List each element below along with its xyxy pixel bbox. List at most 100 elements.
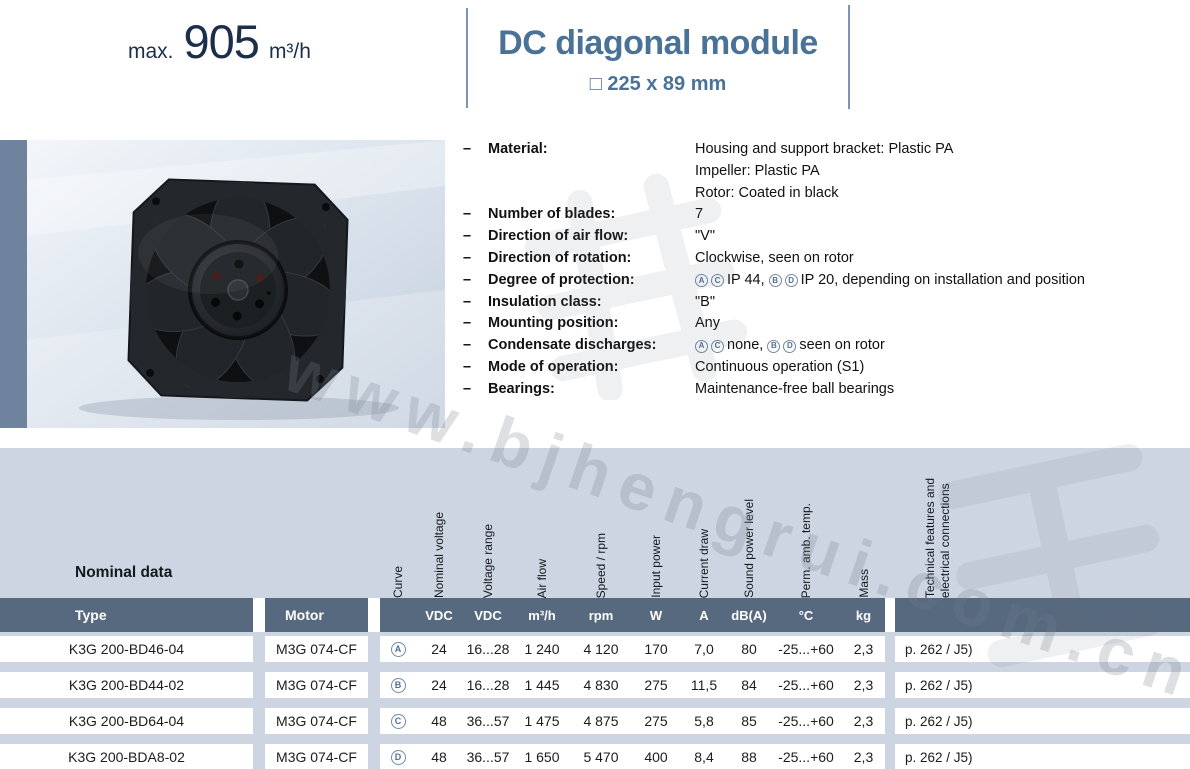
spec-dash: – bbox=[463, 249, 472, 266]
curve-cell: D bbox=[380, 744, 416, 769]
spec-dash bbox=[463, 183, 488, 205]
curve-letter-badge: D bbox=[390, 749, 406, 765]
tech-reference-cell: p. 262 / J5) bbox=[895, 744, 1190, 769]
value-cell: 5 470 bbox=[570, 744, 632, 769]
value-cell: 36...57 bbox=[462, 708, 514, 734]
table-section-label: Nominal data bbox=[75, 564, 173, 581]
spec-dash: – bbox=[463, 141, 472, 157]
title-divider-right bbox=[848, 5, 850, 109]
value-cell: 84 bbox=[728, 672, 770, 698]
table-row: K3G 200-BD46-04 M3G 074-CF A 24 16...28 1 240… bbox=[0, 636, 1190, 662]
value-cell: 7,0 bbox=[680, 636, 728, 662]
unit-cell: rpm bbox=[570, 598, 632, 632]
column-header-voltage-range: Voltage range bbox=[481, 523, 495, 598]
airflow-value: 905 bbox=[183, 15, 260, 68]
value-cell: 85 bbox=[728, 708, 770, 734]
value-cell: 1 650 bbox=[514, 744, 570, 769]
spec-row: Impeller: Plastic PA bbox=[460, 161, 1186, 183]
curve-cell: C bbox=[380, 708, 416, 734]
value-cell: 2,3 bbox=[842, 708, 885, 734]
curve-letter-badge: A bbox=[695, 274, 708, 288]
page-title: DC diagonal module bbox=[498, 24, 818, 62]
spec-value-text: 7 bbox=[695, 206, 704, 223]
title-block: DC diagonal module □ 225 x 89 mm bbox=[470, 0, 846, 96]
column-header-nominal-voltage: Nominal voltage bbox=[432, 511, 446, 598]
airflow-unit: m³/h bbox=[268, 40, 311, 63]
value-cell: 24 bbox=[416, 636, 462, 662]
spec-value-text: IP 44, bbox=[727, 271, 769, 288]
spec-row: – Bearings: Maintenance-free ball bearings bbox=[460, 379, 1186, 401]
unit-cell: VDC bbox=[462, 598, 514, 632]
spec-dash: – bbox=[463, 293, 472, 310]
spec-dash: – bbox=[463, 315, 472, 332]
tech-header-line-1: Technical features and bbox=[923, 477, 937, 598]
unit-cell: kg bbox=[842, 598, 885, 632]
value-cell: 2,3 bbox=[842, 744, 885, 769]
spec-label: Insulation class: bbox=[488, 293, 602, 310]
table-row: K3G 200-BD64-04 M3G 074-CF C 48 36...57 1 475… bbox=[0, 708, 1190, 734]
curve-letter-badge: D bbox=[783, 339, 797, 353]
spec-row: – Number of blades: 7 bbox=[460, 204, 1186, 226]
spec-label: Material: bbox=[488, 141, 548, 157]
max-airflow: max. 905 m³/h bbox=[128, 14, 311, 69]
spec-value-text: none, bbox=[727, 337, 768, 354]
spec-label: Direction of air flow: bbox=[488, 228, 629, 245]
motor-cell: M3G 074-CF bbox=[265, 744, 368, 769]
spec-value-text: Housing and support bracket: Plastic PA bbox=[695, 141, 954, 157]
spec-value: Rotor: Coated in black bbox=[695, 183, 1186, 205]
type-cell: K3G 200-BD46-04 bbox=[0, 636, 253, 662]
spec-value: Continuous operation (S1) bbox=[695, 357, 1186, 379]
column-header-speed-rpm: Speed / rpm bbox=[594, 532, 608, 598]
left-margin-strip bbox=[0, 140, 27, 428]
value-cell: -25...+60 bbox=[770, 708, 842, 734]
value-cell: 1 445 bbox=[514, 672, 570, 698]
spec-row: – Material: Housing and support bracket: P… bbox=[460, 139, 1186, 161]
spec-label: Mounting position: bbox=[488, 315, 619, 332]
value-cell: 1 240 bbox=[514, 636, 570, 662]
spec-label: Mode of operation: bbox=[488, 358, 619, 375]
type-cell: K3G 200-BD44-02 bbox=[0, 672, 253, 698]
spec-dash: – bbox=[463, 337, 472, 354]
spec-value-text: Continuous operation (S1) bbox=[695, 358, 865, 375]
value-cell: 88 bbox=[728, 744, 770, 769]
type-cell: K3G 200-BDA8-02 bbox=[0, 744, 253, 769]
column-header-input-power: Input power bbox=[649, 535, 663, 598]
value-cell: 2,3 bbox=[842, 636, 885, 662]
title-divider-left bbox=[466, 8, 468, 108]
spec-dash bbox=[463, 161, 488, 183]
spec-label: Number of blades: bbox=[488, 206, 616, 223]
spec-value-text: IP 20, depending on installation and pos… bbox=[800, 271, 1085, 288]
spec-value: "V" bbox=[695, 226, 1186, 248]
value-cell: 24 bbox=[416, 672, 462, 698]
table-row: K3G 200-BDA8-02 M3G 074-CF D 48 36...57 1 650… bbox=[0, 744, 1190, 769]
value-cell: -25...+60 bbox=[770, 744, 842, 769]
product-photo bbox=[27, 140, 445, 428]
tech-reference-cell: p. 262 / J5) bbox=[895, 672, 1190, 698]
spec-label: Condensate discharges: bbox=[488, 337, 657, 354]
spec-dash: – bbox=[463, 206, 472, 223]
spec-value-text: Impeller: Plastic PA bbox=[695, 162, 820, 179]
value-cell: -25...+60 bbox=[770, 636, 842, 662]
table-body: K3G 200-BD46-04 M3G 074-CF A 24 16...28 1 240… bbox=[0, 632, 1190, 769]
tech-header-line-2: electrical connections bbox=[938, 483, 952, 598]
unit-cell: m³/h bbox=[514, 598, 570, 632]
table-row: K3G 200-BD44-02 M3G 074-CF B 24 16...28 1 445… bbox=[0, 672, 1190, 698]
column-header-motor: Motor bbox=[265, 598, 368, 632]
tech-reference-cell: p. 262 / J5) bbox=[895, 708, 1190, 734]
value-cell: 1 475 bbox=[514, 708, 570, 734]
spec-value: Housing and support bracket: Plastic PA bbox=[695, 139, 1186, 161]
value-cell: 2,3 bbox=[842, 672, 885, 698]
spec-value: Clockwise, seen on rotor bbox=[695, 248, 1186, 270]
spec-row: – Direction of rotation: Clockwise, seen o… bbox=[460, 248, 1186, 270]
spec-value-text: Any bbox=[695, 315, 720, 332]
value-cell: -25...+60 bbox=[770, 672, 842, 698]
spec-value-text: Rotor: Coated in black bbox=[695, 184, 839, 201]
curve-letter-badge: C bbox=[711, 339, 724, 353]
spec-row: – Mounting position: Any bbox=[460, 313, 1186, 335]
column-header-air-flow: Air flow bbox=[535, 558, 549, 598]
value-cell: 4 875 bbox=[570, 708, 632, 734]
curve-letter-badge: A bbox=[390, 641, 406, 657]
curve-cell: B bbox=[380, 672, 416, 698]
curve-letter-badge: C bbox=[711, 274, 724, 288]
